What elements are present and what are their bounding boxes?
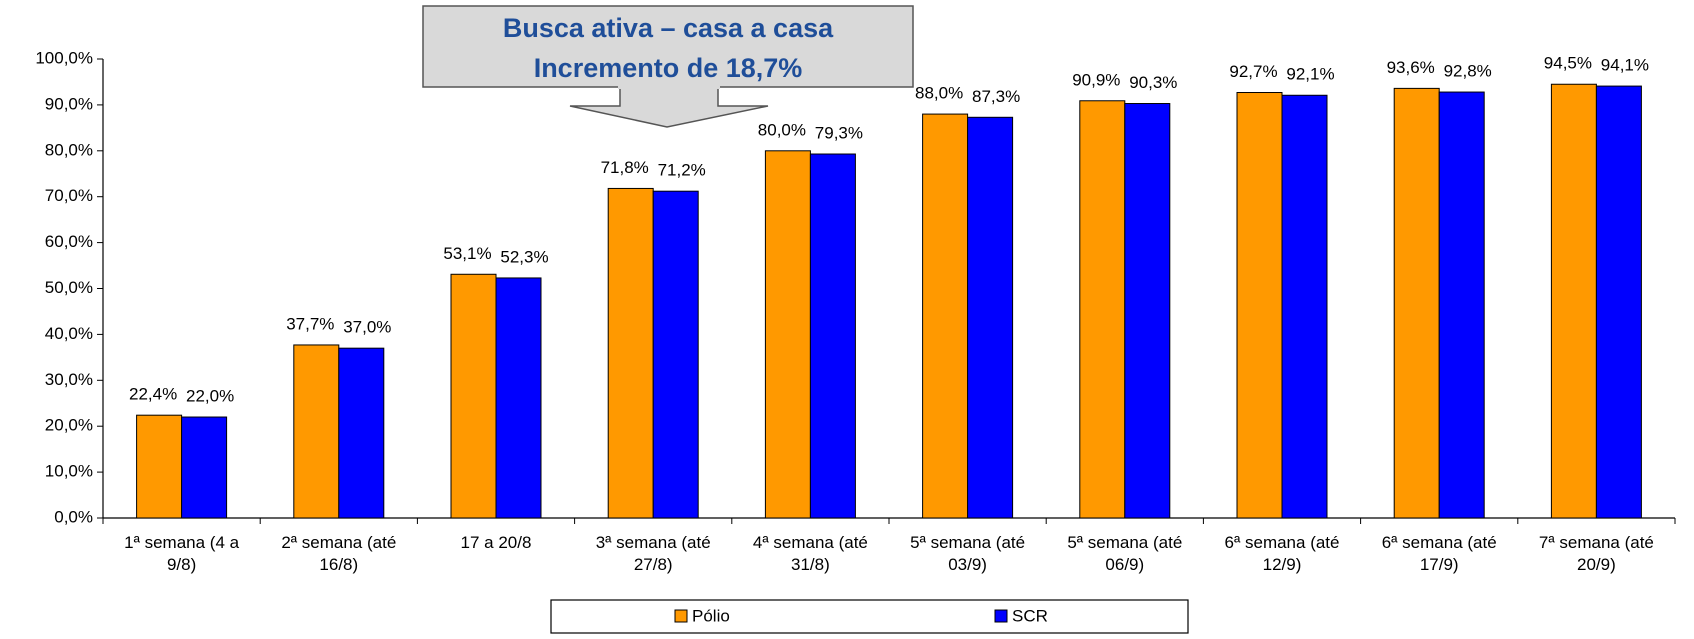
value-label: 90,3% <box>1129 73 1177 92</box>
x-tick-label: 5ª semana (até 06/9) <box>1067 533 1183 574</box>
y-tick-label: 90,0% <box>45 94 93 113</box>
y-tick-label: 80,0% <box>45 140 93 159</box>
value-label: 88,0% <box>915 84 963 103</box>
x-tick-label: 6ª semana (até 17/9) <box>1381 533 1497 574</box>
value-label: 92,7% <box>1229 62 1277 81</box>
value-label: 80,0% <box>758 120 806 139</box>
x-tick-label: 1ª semana (4 a 9/8) <box>124 533 240 574</box>
value-label: 37,7% <box>286 314 334 333</box>
bar <box>922 113 969 519</box>
value-label: 79,3% <box>815 123 863 142</box>
y-tick-label: 50,0% <box>45 278 93 297</box>
bar <box>764 150 811 519</box>
bar <box>293 344 340 519</box>
annotation-text: Busca ativa – casa a casa <box>503 13 834 43</box>
legend-label: Pólio <box>692 606 730 625</box>
value-label: 94,5% <box>1544 54 1592 73</box>
bar <box>495 277 542 519</box>
value-label: 92,1% <box>1286 65 1334 84</box>
bar <box>1393 87 1440 519</box>
bar <box>1124 103 1171 519</box>
bar <box>1438 91 1485 519</box>
x-tick-label: 17 a 20/8 <box>460 533 532 552</box>
annotation-text: Incremento de 18,7% <box>534 53 803 83</box>
x-tick-label: 7ª semana (até 20/9) <box>1538 533 1654 574</box>
x-tick-label: 3ª semana (até 27/8) <box>595 533 711 574</box>
value-label: 71,2% <box>658 161 706 180</box>
y-tick-label: 60,0% <box>45 232 93 251</box>
x-tick-label: 5ª semana (até 03/9) <box>910 533 1026 574</box>
legend-box <box>550 599 1189 634</box>
y-tick-label: 70,0% <box>45 186 93 205</box>
bar <box>181 416 228 519</box>
y-tick-label: 30,0% <box>45 370 93 389</box>
bar <box>1595 85 1642 519</box>
y-tick-label: 0,0% <box>54 507 93 526</box>
arrow-join <box>618 85 720 89</box>
value-label: 87,3% <box>972 87 1020 106</box>
annotation-box <box>422 5 914 88</box>
value-label: 53,1% <box>443 244 491 263</box>
value-label: 94,1% <box>1601 56 1649 75</box>
value-label: 90,9% <box>1072 70 1120 89</box>
bar <box>607 187 654 519</box>
bar <box>136 414 183 519</box>
bar <box>809 153 856 519</box>
y-tick-label: 20,0% <box>45 416 93 435</box>
y-tick-label: 100,0% <box>35 48 93 67</box>
legend-swatch <box>674 609 688 623</box>
value-label: 37,0% <box>343 318 391 337</box>
value-label: 22,4% <box>129 385 177 404</box>
legend-label: SCR <box>1012 606 1048 625</box>
value-label: 92,8% <box>1444 62 1492 81</box>
x-tick-label: 4ª semana (até 31/8) <box>752 533 868 574</box>
value-label: 93,6% <box>1387 58 1435 77</box>
bar <box>1236 92 1283 519</box>
x-tick-label: 2ª semana (até 16/8) <box>281 533 397 574</box>
bar <box>1550 83 1597 519</box>
value-label: 22,0% <box>186 387 234 406</box>
bar <box>967 116 1014 519</box>
annotation-arrow <box>569 86 769 128</box>
x-tick-label: 6ª semana (até 12/9) <box>1224 533 1340 574</box>
y-tick-label: 40,0% <box>45 324 93 343</box>
bar <box>1281 94 1328 519</box>
value-label: 71,8% <box>601 158 649 177</box>
y-tick-label: 10,0% <box>45 462 93 481</box>
bar <box>450 273 497 519</box>
value-label: 52,3% <box>500 247 548 266</box>
legend-swatch <box>994 609 1008 623</box>
bar <box>338 347 385 519</box>
bar <box>652 190 699 519</box>
bar <box>1079 100 1126 519</box>
